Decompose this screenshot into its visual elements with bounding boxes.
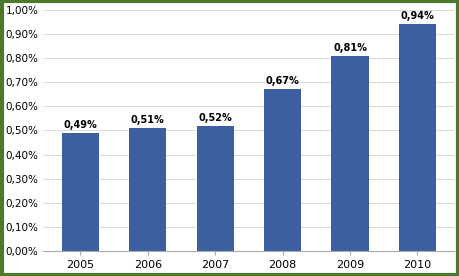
Text: 0,67%: 0,67% [265,76,299,86]
Bar [62,133,99,251]
Text: 0,94%: 0,94% [400,11,433,21]
Bar [263,89,301,251]
Text: 0,51%: 0,51% [131,115,164,125]
Text: 0,49%: 0,49% [63,120,97,130]
Bar [129,128,166,251]
Text: 0,81%: 0,81% [332,43,366,53]
Bar [398,24,435,251]
Bar [331,55,368,251]
Text: 0,52%: 0,52% [198,113,231,123]
Bar [196,126,233,251]
